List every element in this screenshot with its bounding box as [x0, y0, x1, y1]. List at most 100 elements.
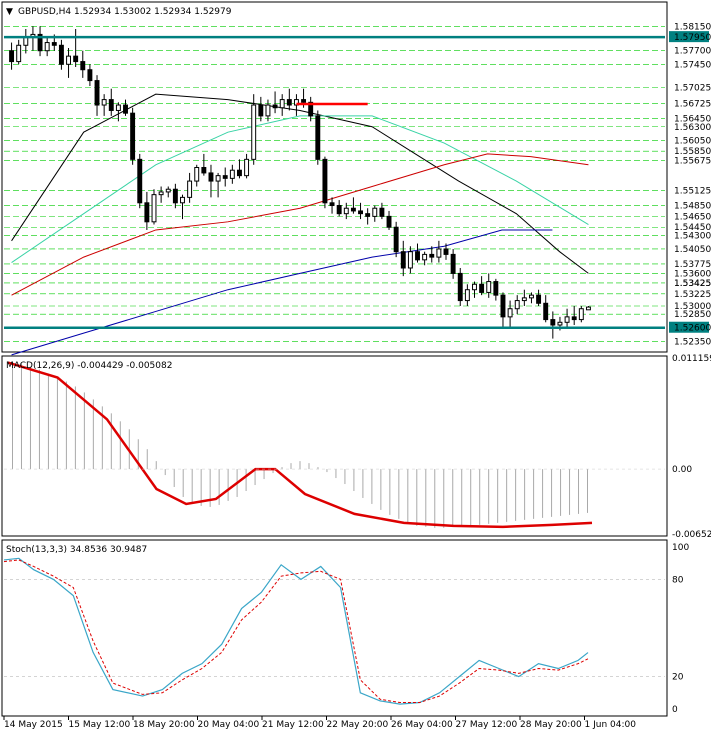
macd-tick-label: -0.006521	[672, 530, 711, 540]
candle-body	[365, 213, 371, 217]
price-tick-label: 1.53775	[674, 260, 711, 270]
price-tick-label: 1.52600	[674, 324, 711, 334]
macd-tick-label: 0.00	[672, 465, 692, 475]
candle-body	[308, 101, 314, 117]
moving-average-line-2	[11, 115, 589, 263]
candle	[315, 110, 321, 165]
candle	[172, 183, 178, 209]
price-tick-label: 1.53600	[674, 269, 711, 279]
candle-body	[379, 207, 385, 217]
price-tick-label: 1.56450	[674, 115, 711, 125]
candle	[286, 88, 292, 111]
stoch-axis-labels: 100 80 20 0	[672, 543, 689, 715]
candle-body	[66, 55, 71, 65]
time-tick-label: 15 May 12:00	[69, 720, 131, 730]
time-tick-label: 22 May 20:00	[327, 720, 389, 730]
price-tick-label: 1.55850	[674, 147, 711, 157]
price-tick-label: 1.53225	[674, 290, 711, 300]
price-tick-label: 1.57700	[674, 47, 711, 57]
candle	[208, 164, 214, 198]
candle-body	[286, 99, 292, 106]
candle-body	[493, 281, 499, 296]
candle-body	[180, 196, 185, 204]
candle	[144, 191, 150, 230]
macd-panel[interactable]: 0.011159 0.00 -0.006521 MACD(12,26,9) -0.0…	[1, 354, 711, 540]
stoch-panel[interactable]: 100 80 20 0 Stoch(13,3,3) 34.8536 30.9487	[1, 539, 689, 717]
horizontal-levels[interactable]	[4, 35, 665, 329]
stochastic-lines	[3, 557, 665, 705]
price-tick-label: 1.55675	[674, 157, 711, 167]
candle-body	[400, 251, 406, 269]
candle-body	[407, 251, 413, 269]
candle-body	[51, 42, 57, 46]
candle-body	[529, 294, 534, 299]
candle	[436, 240, 442, 263]
macd-tick-label: 0.011159	[672, 354, 711, 364]
candle-body	[44, 42, 50, 52]
current-price-label: 1.53425	[674, 279, 711, 289]
candle-body	[536, 294, 542, 304]
candle-body	[94, 80, 100, 106]
candle-body	[521, 297, 527, 302]
candle	[194, 164, 200, 187]
candle-body	[336, 205, 342, 215]
time-tick-label: 1 Jun 04:00	[585, 720, 637, 730]
candle	[358, 202, 363, 220]
candle-body	[9, 50, 15, 63]
macd-panel-frame	[1, 355, 668, 537]
candle	[58, 39, 64, 70]
stoch-signal-line	[3, 559, 589, 704]
candle-body	[258, 104, 264, 117]
candle	[16, 39, 22, 65]
candle-body	[201, 166, 207, 174]
candle-body	[215, 175, 221, 182]
price-tick-label: 1.54300	[674, 231, 711, 241]
candle	[123, 99, 128, 116]
candle-body	[208, 172, 214, 182]
candle	[237, 159, 242, 179]
candle-body	[37, 33, 43, 52]
candle-body	[187, 180, 193, 198]
candle	[322, 156, 328, 209]
candle-body	[585, 306, 591, 311]
candle	[94, 75, 100, 116]
candle-body	[87, 69, 93, 82]
candle-body	[415, 251, 420, 261]
candle	[407, 246, 413, 274]
candle	[493, 278, 499, 301]
candle	[222, 167, 228, 187]
candle	[365, 208, 371, 225]
candle-body	[172, 188, 178, 204]
candle	[165, 186, 171, 198]
candle	[215, 172, 221, 198]
candle-body	[507, 308, 513, 318]
candle	[343, 202, 349, 220]
candle-body	[229, 169, 235, 179]
candle	[457, 267, 463, 307]
candle	[372, 205, 378, 222]
candle	[479, 276, 485, 296]
candle	[578, 306, 584, 323]
candle-body	[479, 283, 485, 293]
candle	[329, 197, 335, 214]
stoch-tick-label: 100	[672, 543, 689, 553]
time-tick-label: 21 May 12:00	[262, 720, 324, 730]
price-panel-frame	[1, 1, 668, 353]
candle	[9, 42, 15, 70]
candle	[564, 308, 570, 328]
price-tick-label: 1.52850	[674, 310, 711, 320]
price-tick-label: 1.53425	[674, 279, 711, 289]
candle	[37, 26, 43, 57]
candle-body	[457, 272, 463, 302]
price-label-highlight	[669, 321, 709, 333]
price-level-grid	[4, 25, 665, 342]
price-tick-label: 1.56050	[674, 136, 711, 146]
candle-body	[237, 169, 242, 177]
candle	[265, 99, 271, 122]
candle-body	[101, 99, 107, 106]
candle	[350, 197, 356, 214]
candle	[308, 96, 314, 122]
